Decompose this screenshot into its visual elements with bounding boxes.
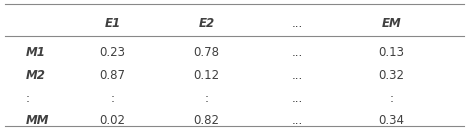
- Text: 0.78: 0.78: [193, 46, 219, 59]
- Text: 0.32: 0.32: [378, 69, 405, 82]
- Text: :: :: [26, 92, 30, 105]
- Text: 0.02: 0.02: [99, 114, 126, 127]
- Text: M2: M2: [26, 69, 45, 82]
- Text: :: :: [390, 92, 393, 105]
- Text: 0.82: 0.82: [193, 114, 219, 127]
- Text: :: :: [111, 92, 114, 105]
- Text: E2: E2: [198, 17, 214, 30]
- Text: EM: EM: [382, 17, 401, 30]
- Text: :: :: [204, 92, 208, 105]
- Text: MM: MM: [26, 114, 49, 127]
- Text: 0.23: 0.23: [99, 46, 126, 59]
- Text: M1: M1: [26, 46, 45, 59]
- Text: ...: ...: [292, 92, 303, 105]
- Text: E1: E1: [105, 17, 121, 30]
- Text: 0.12: 0.12: [193, 69, 219, 82]
- Text: 0.87: 0.87: [99, 69, 126, 82]
- Text: ...: ...: [292, 46, 303, 59]
- Text: 0.34: 0.34: [378, 114, 405, 127]
- Text: ...: ...: [292, 69, 303, 82]
- Text: 0.13: 0.13: [378, 46, 405, 59]
- Text: ...: ...: [292, 17, 303, 30]
- Text: ...: ...: [292, 114, 303, 127]
